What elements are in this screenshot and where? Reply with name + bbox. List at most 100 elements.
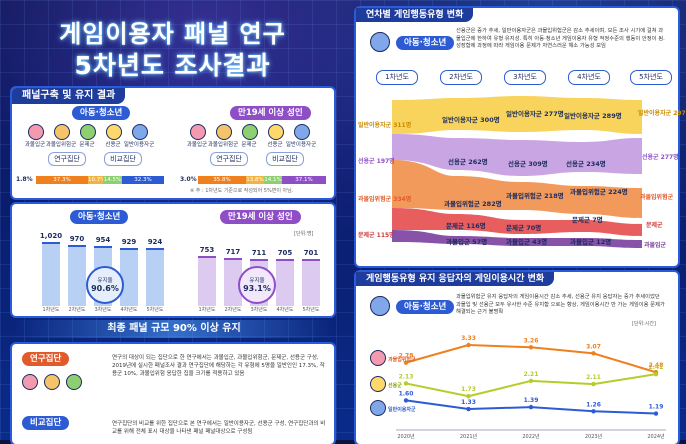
adult-rate-bar: 35.8% 13.8% 14.1% 37.1% [198, 176, 326, 184]
avatar [242, 124, 258, 140]
data-label: 2.21 [524, 371, 539, 378]
rate-segment: 14.5% [103, 176, 122, 184]
flow-label: 과몰입군 12명 [570, 238, 612, 246]
side-label: 선용군 277명 [642, 154, 679, 161]
flow-band [584, 238, 642, 248]
flow-diagram [392, 96, 642, 248]
avatar [66, 374, 82, 390]
unit-label: [단위:시간] [632, 321, 656, 327]
type-label: 일반이용자군 [123, 142, 155, 148]
legend-item: 과몰입위험군 [388, 357, 416, 363]
avatar [370, 400, 386, 416]
bar-year-label: 2차년도 [68, 307, 86, 313]
bar-year-label: 1차년도 [42, 307, 60, 313]
bar-year-label: 3차년도 [94, 307, 112, 313]
retention-bar [68, 245, 86, 306]
retention-bar [146, 247, 164, 306]
rate-segment: 32.3% [122, 176, 164, 184]
section-heading: 게임행동유형 유지 응답자의 게임이용시간 변화 [356, 272, 555, 286]
retention-value: 93.1% [243, 284, 271, 293]
flow-label: 일반이용자군 277명 [506, 110, 564, 118]
bar-value: 705 [277, 249, 293, 258]
flow-band [584, 186, 642, 218]
compare-group-tag: 비교집단 [266, 152, 304, 166]
legend-item: 선용군 [388, 383, 402, 389]
bar-value: 701 [303, 249, 319, 258]
flow-label: 일반이용자군 300명 [442, 116, 500, 124]
retention-value: 90.6% [91, 284, 119, 293]
child-pill: 아동·청소년 [396, 300, 455, 314]
child-retention-badge: 유지율 90.6% [86, 266, 124, 304]
retention-label: 유지율 [249, 278, 265, 284]
side-label: 문제군 115명 [358, 232, 395, 239]
retention-bar [42, 242, 60, 306]
research-group-text: 연구의 대상이 되는 집단으로 한 연구에서는 과몰입군, 과몰입위험군, 문제… [112, 355, 325, 377]
bar-year-label: 1차년도 [198, 307, 216, 313]
retention-bar [302, 259, 320, 306]
type-label: 일반이용자군 [285, 142, 317, 148]
bar-year-label: 4차년도 [276, 307, 294, 313]
unit-label: [단위:명] [294, 231, 314, 237]
side-label: 문제군 [646, 222, 663, 229]
year-pill: 3차년도 [504, 70, 546, 85]
panel-flow: 연차별 게임행동유형 변화 아동·청소년 선용군은 증가 추세, 일반이용자군은… [356, 8, 686, 266]
section-heading: 패널구축 및 유지 결과 [12, 88, 126, 104]
side-label: 과몰입위험군 334명 [358, 196, 412, 203]
data-point [403, 398, 409, 403]
data-point [466, 394, 471, 399]
data-point [466, 342, 471, 348]
flow-label: 일반이용자군 289명 [564, 112, 622, 120]
bar-value: 711 [251, 248, 267, 257]
data-label: 2.78 [399, 353, 414, 360]
adult-pill-prefix: 만19세 이상 [238, 108, 285, 118]
avatar [44, 374, 60, 390]
flow-label: 선용군 262명 [448, 158, 488, 166]
bar-year-label: 3차년도 [250, 307, 268, 313]
data-label: 1.33 [461, 399, 476, 406]
adult-retention-badge: 유지율 93.1% [238, 266, 276, 304]
data-label: 1.39 [524, 397, 539, 404]
side-label: 일반이용자군 311명 [358, 122, 412, 129]
research-group-tag: 연구집단 [210, 152, 248, 166]
rate-segment: 13.8% [246, 176, 264, 184]
data-point [528, 404, 534, 410]
data-label: 1.73 [461, 386, 476, 393]
flow-band [520, 220, 584, 234]
bar-year-label: 2차년도 [224, 307, 242, 313]
gametime-line-chart: 2020년 2021년 2022년 2023년 2024년 2.78 3.33 3.26 3.0… [396, 335, 666, 440]
flow-label: 과몰입군 43명 [506, 238, 548, 246]
flow-band [584, 98, 642, 134]
data-point [528, 378, 534, 384]
flow-label: 문제군 70명 [506, 224, 542, 232]
year-pill: 5차년도 [630, 70, 672, 85]
avatar [132, 124, 148, 140]
panel-gametime: 게임행동유형 유지 응답자의 게임이용시간 변화 아동·청소년 과몰입위험군 유… [356, 272, 678, 444]
x-tick-label: 2022년 [522, 433, 540, 440]
avatar [54, 124, 70, 140]
child-pill: 아동·청소년 [72, 106, 131, 120]
data-point [466, 406, 471, 412]
data-point [653, 371, 659, 377]
rate-segment: 37.1% [282, 176, 326, 184]
data-label: 2.11 [586, 374, 601, 381]
footnote: ※ 주 : 1차년도 기준으로 작성되어 5%면이 아님. [190, 188, 294, 194]
flow-band [456, 138, 520, 176]
rate-segment: 14.1% [264, 176, 282, 184]
flow-label: 과몰입위험군 224명 [570, 188, 628, 196]
panel-groups: 연구집단 연구의 대상이 되는 집단으로 한 연구에서는 과몰입군, 과몰입위험… [12, 344, 334, 444]
flow-label: 과몰입위험군 282명 [444, 200, 502, 208]
flow-band [392, 208, 456, 230]
bar-year-label: 4차년도 [120, 307, 138, 313]
side-label: 과몰입군 [644, 242, 667, 249]
flow-label: 선용군 309명 [508, 160, 548, 168]
type-label: 문제군 [79, 142, 95, 148]
bar-value: 929 [121, 237, 137, 246]
research-group-pill: 연구집단 [22, 352, 70, 366]
adult-pill-prefix: 만19세 이상 [228, 212, 275, 222]
rate-segment: 10.7% [88, 176, 106, 184]
data-point [528, 345, 534, 350]
data-label: 3.07 [586, 343, 601, 350]
avatar [22, 374, 38, 390]
research-group-tag: 연구집단 [48, 152, 86, 166]
avatar [106, 124, 122, 140]
